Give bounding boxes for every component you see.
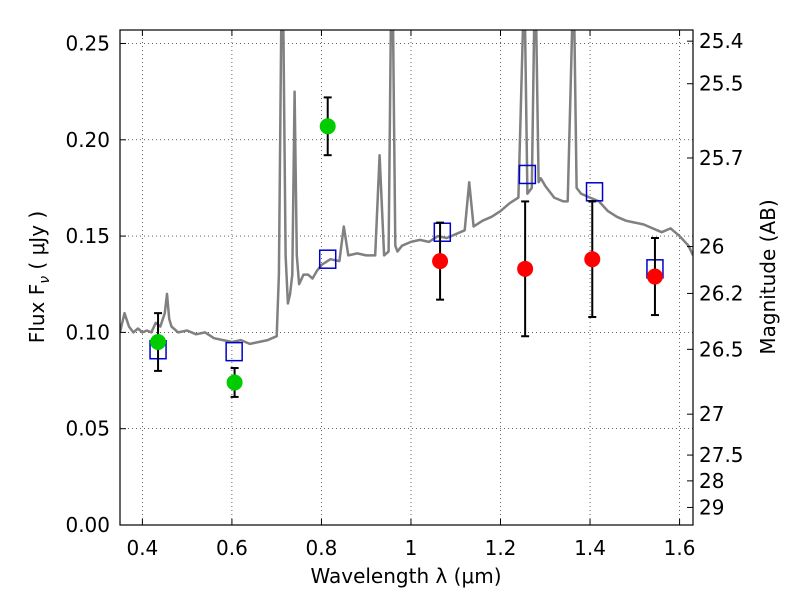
x-axis-label: Wavelength λ (μm) (310, 564, 501, 588)
y-axis-label-sub: ν (37, 276, 53, 284)
x-tick-label: 1.2 (485, 536, 517, 560)
x-tick-label: 0.4 (126, 536, 158, 560)
plot-frame (119, 29, 694, 526)
y2-tick-label: 29 (699, 495, 724, 519)
y-axis-label-unit: ( μJy ) (25, 211, 49, 276)
spectrum-line (120, 30, 693, 346)
y2-tick-label: 27 (699, 402, 724, 426)
optical-data-point (319, 118, 336, 135)
y-axis-label: Flux Fν ( μJy ) (25, 211, 53, 343)
x-tick-label: 1 (405, 536, 418, 560)
y2-tick-label: 26.5 (699, 337, 744, 361)
model-photometry-square (225, 341, 243, 362)
y-tick-label: 0.25 (65, 31, 110, 55)
y-tick-label: 0.15 (65, 224, 110, 248)
nir-data-point (646, 268, 663, 285)
y2-tick-label: 25.4 (699, 29, 744, 53)
model-photometry-square (518, 164, 537, 185)
y2-tick-label: 25.5 (699, 72, 744, 96)
y2-tick-label: 28 (699, 469, 724, 493)
nir-data-point (432, 253, 449, 270)
y-tick-label: 0.00 (65, 513, 110, 537)
grid-lines (120, 30, 693, 526)
x-tick-label: 0.8 (306, 536, 338, 560)
y2-axis-label: Magnitude (AB) (756, 199, 780, 354)
y2-tick-label: 26 (699, 235, 724, 259)
points-layer (149, 96, 664, 398)
ticks-layer: 0.4 0.6 0.8 1 1.2 1.4 1.6 0.00 0.05 0.10 0.15 0.20 0… (65, 29, 743, 560)
y-axis-label-main: Flux F (25, 284, 49, 343)
y2-tick-label: 25.7 (699, 146, 744, 170)
y-tick-label: 0.05 (65, 417, 110, 441)
y2-tick-label: 26.2 (699, 281, 744, 305)
x-tick-label: 1.6 (664, 536, 696, 560)
data-layer (120, 30, 693, 346)
y-tick-label: 0.10 (65, 320, 110, 344)
optical-data-point (150, 334, 167, 351)
x-tick-label: 0.6 (216, 536, 248, 560)
nir-data-point (517, 260, 534, 277)
plot-background (120, 30, 693, 525)
nir-data-point (584, 251, 601, 268)
y2-tick-label: 27.5 (699, 443, 744, 467)
model-photometry-square (318, 249, 337, 269)
x-tick-label: 1.4 (574, 536, 606, 560)
y-tick-label: 0.20 (65, 128, 110, 152)
optical-data-point (226, 374, 243, 391)
